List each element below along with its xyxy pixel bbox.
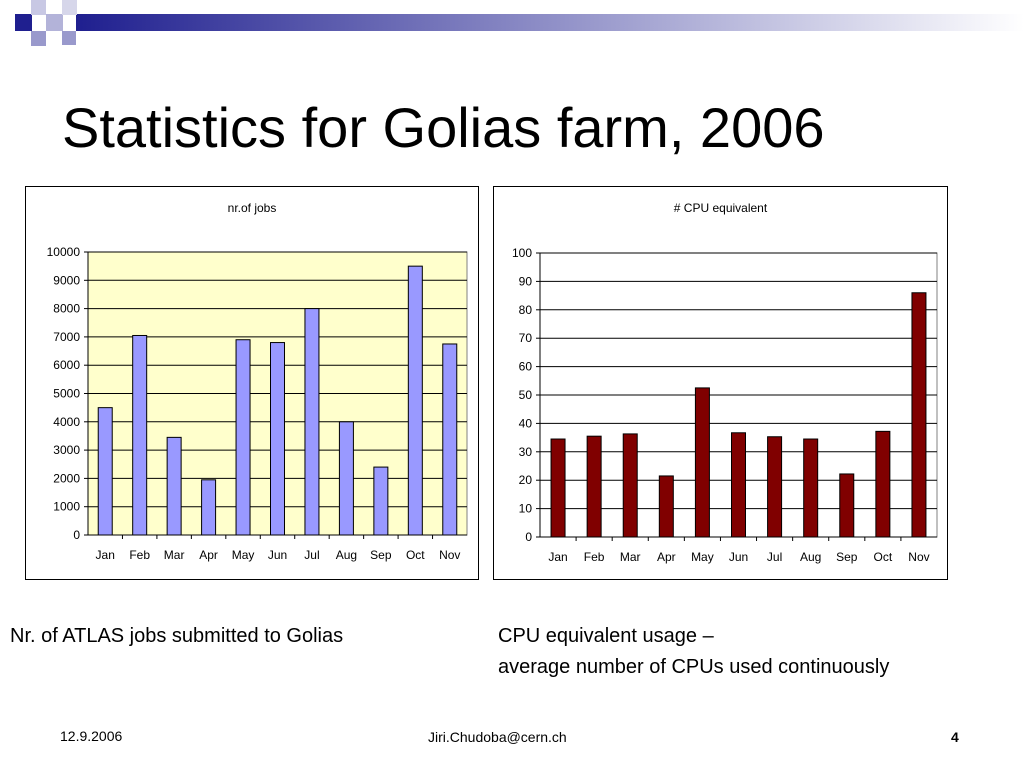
cpu-y-tick-label: 100	[512, 246, 532, 260]
cpu-y-tick-label: 10	[519, 502, 533, 516]
cpu-y-tick-label: 70	[519, 331, 533, 345]
cpu-chart-svg: # CPU equivalent 0 10 20 30 40 50 60 70 80 90 100 Ja…	[512, 201, 938, 564]
cpu-x-tick-label: Mar	[620, 550, 641, 564]
jobs-bar-jan	[97, 407, 113, 536]
jobs-bar-may	[235, 339, 251, 536]
jobs-x-tick-label: Jan	[96, 548, 115, 562]
caption-left: Nr. of ATLAS jobs submitted to Golias	[10, 625, 344, 647]
cpu-bar-oct	[875, 430, 891, 538]
jobs-bar-apr	[201, 479, 217, 536]
cpu-y-tick-label: 20	[519, 473, 533, 487]
header-decoration	[15, 0, 1024, 46]
jobs-bar-jun	[270, 342, 285, 536]
cpu-bar-sep	[839, 473, 855, 538]
jobs-bar-jul	[304, 308, 320, 536]
cpu-x-tick-label: Jul	[767, 550, 782, 564]
decoration-gradient-bar	[76, 14, 1024, 31]
cpu-x-tick-label: Oct	[874, 550, 893, 564]
jobs-chart: nr.of jobs 0 1000 2000 3000 4000 5000 6000 7000 8…	[25, 186, 479, 580]
jobs-x-tick-label: Oct	[406, 548, 425, 562]
cpu-x-tick-label: Apr	[657, 550, 676, 564]
cpu-bar-feb	[586, 435, 602, 538]
jobs-y-tick-label: 9000	[53, 273, 80, 287]
cpu-y-tick-label: 90	[519, 274, 533, 288]
decoration-square-light	[31, 31, 46, 46]
decoration-square-light	[62, 31, 76, 45]
cpu-x-tick-label: Nov	[908, 550, 929, 564]
jobs-y-tick-label: 1000	[53, 500, 80, 514]
slide-title: Statistics for Golias farm, 2006	[62, 96, 825, 159]
jobs-x-tick-label: Jul	[304, 548, 319, 562]
cpu-x-tick-label: Jun	[729, 550, 748, 564]
jobs-x-tick-label: Mar	[164, 548, 185, 562]
cpu-bar-may	[694, 387, 710, 538]
jobs-x-tick-label: Nov	[439, 548, 460, 562]
footer-date: 12.9.2006	[60, 728, 123, 744]
jobs-x-tick-label: Sep	[370, 548, 392, 562]
cpu-bar-aug	[803, 438, 819, 538]
jobs-x-tick-label: May	[232, 548, 255, 562]
jobs-x-tick-label: Jun	[268, 548, 287, 562]
cpu-bar-jul	[767, 436, 783, 538]
jobs-y-tick-label: 0	[73, 528, 80, 542]
jobs-bar-mar	[166, 436, 182, 536]
jobs-x-tick-label: Aug	[336, 548, 357, 562]
cpu-bar-nov	[911, 292, 927, 538]
cpu-chart-title: # CPU equivalent	[674, 201, 768, 215]
jobs-y-tick-label: 10000	[47, 245, 81, 259]
cpu-y-tick-label: 60	[519, 360, 533, 374]
cpu-y-tick-label: 40	[519, 416, 533, 430]
footer-email: Jiri.Chudoba@cern.ch	[428, 729, 567, 745]
decoration-square-dark	[15, 14, 32, 31]
jobs-bar-oct	[407, 265, 423, 536]
caption-right-line1: CPU equivalent usage –	[498, 625, 714, 647]
cpu-x-tick-label: Jan	[548, 550, 567, 564]
cpu-chart: # CPU equivalent 0 10 20 30 40 50 60 70 80 90 100 Ja…	[493, 186, 948, 580]
jobs-y-tick-label: 8000	[53, 302, 80, 316]
decoration-square-light	[46, 14, 63, 31]
cpu-y-tick-label: 50	[519, 388, 533, 402]
jobs-chart-svg: nr.of jobs 0 1000 2000 3000 4000 5000 6000 7000 8…	[47, 201, 468, 562]
cpu-bar-apr	[658, 475, 674, 538]
jobs-y-tick-label: 4000	[53, 415, 80, 429]
decoration-square-light	[62, 0, 77, 15]
jobs-y-tick-label: 5000	[53, 387, 80, 401]
cpu-y-tick-label: 30	[519, 445, 533, 459]
jobs-y-tick-label: 6000	[53, 358, 80, 372]
cpu-y-tick-label: 80	[519, 303, 533, 317]
caption-right-line2: average number of CPUs used continuously	[498, 656, 890, 678]
jobs-bar-nov	[442, 343, 458, 536]
jobs-x-tick-label: Feb	[129, 548, 150, 562]
decoration-square-light	[31, 0, 46, 15]
jobs-chart-title: nr.of jobs	[228, 201, 277, 215]
cpu-x-tick-label: Sep	[836, 550, 858, 564]
cpu-bar-jan	[550, 438, 566, 538]
page-number: 4	[951, 729, 959, 745]
jobs-y-tick-label: 3000	[53, 443, 80, 457]
jobs-y-tick-label: 2000	[53, 471, 80, 485]
cpu-y-tick-label: 0	[525, 530, 532, 544]
cpu-x-tick-label: May	[691, 550, 714, 564]
cpu-x-tick-label: Feb	[584, 550, 605, 564]
jobs-y-tick-label: 7000	[53, 330, 80, 344]
cpu-bar-jun	[731, 432, 746, 538]
cpu-x-tick-label: Aug	[800, 550, 821, 564]
jobs-bar-feb	[132, 334, 148, 536]
jobs-x-tick-label: Apr	[199, 548, 218, 562]
jobs-bar-sep	[373, 466, 389, 536]
cpu-bar-mar	[622, 433, 638, 538]
jobs-bar-aug	[338, 421, 354, 536]
